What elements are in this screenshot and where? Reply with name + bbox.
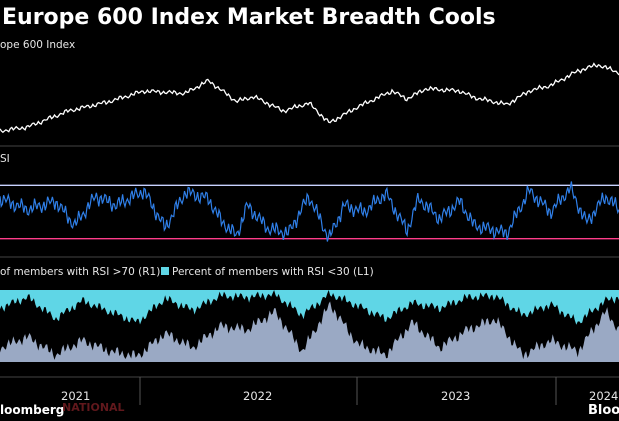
legend-below30-label: Percent of members with RSI <30 (L1) [172, 266, 374, 278]
x-tick-label-2024: 2024 [589, 389, 618, 403]
brand-right: Bloo [588, 403, 619, 418]
brand-left: loomberg [0, 403, 64, 417]
index-panel-label: ope 600 Index [0, 39, 75, 51]
chart-title: Europe 600 Index Market Breadth Cools [2, 5, 496, 30]
legend-above70-label: of members with RSI >70 (R1) [0, 266, 160, 278]
x-tick-label-2023: 2023 [441, 389, 470, 403]
x-tick-label-2022: 2022 [243, 389, 272, 403]
above70-area [0, 290, 619, 325]
index-series-line [0, 62, 619, 134]
watermark: NATIONAL [62, 401, 125, 414]
rsi-panel-label: SI [0, 153, 10, 165]
below30-area [0, 301, 619, 362]
rsi-series-line [0, 181, 619, 242]
legend-below30-swatch [161, 267, 169, 275]
x-tick-label-2021: 2021 [61, 389, 90, 403]
